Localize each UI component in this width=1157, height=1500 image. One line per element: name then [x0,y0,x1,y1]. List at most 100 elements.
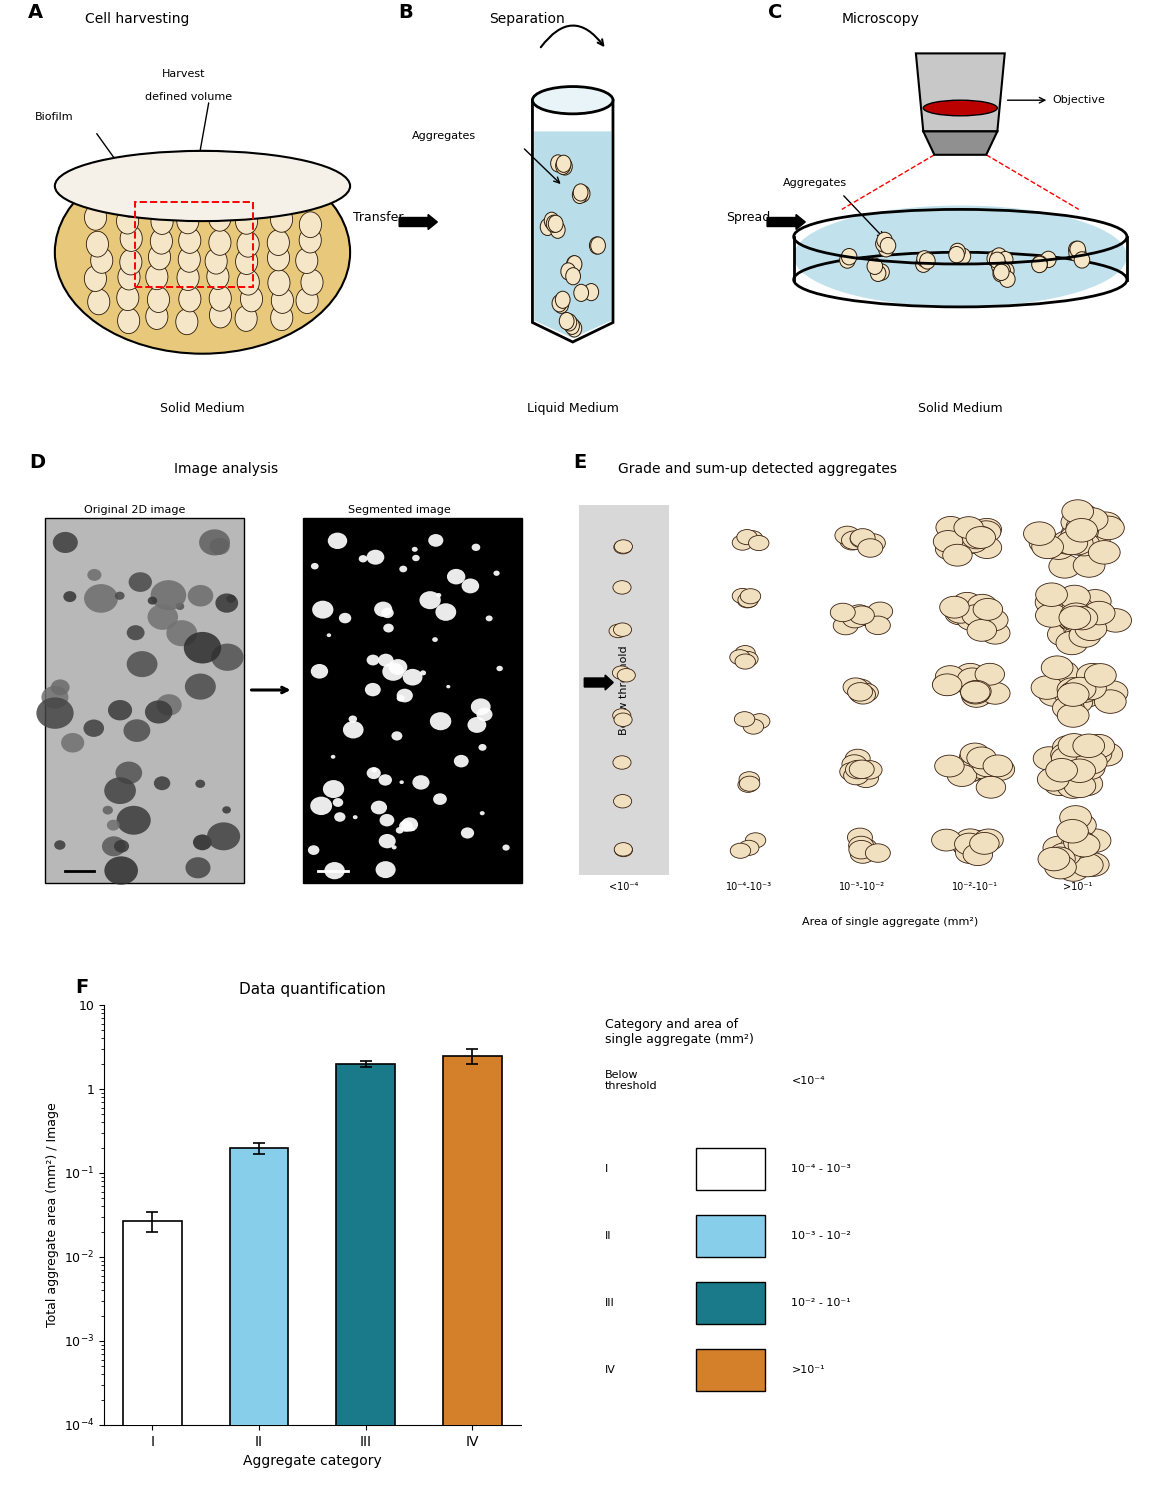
Circle shape [119,192,141,217]
Circle shape [1057,682,1089,706]
Circle shape [934,531,963,552]
Circle shape [391,732,403,741]
Bar [695,1148,765,1190]
Circle shape [1073,734,1105,758]
Circle shape [994,264,1009,280]
Circle shape [1063,678,1095,702]
Circle shape [952,592,982,613]
Circle shape [965,672,994,693]
Circle shape [1096,681,1128,705]
Circle shape [64,591,76,602]
Circle shape [952,834,982,856]
Text: Liquid Medium: Liquid Medium [526,402,619,416]
Bar [695,1350,765,1392]
Circle shape [104,856,138,885]
Circle shape [936,516,965,538]
Circle shape [271,304,293,330]
Circle shape [591,237,605,254]
Circle shape [378,774,392,786]
Circle shape [850,530,875,548]
Circle shape [433,638,437,642]
Circle shape [544,211,559,230]
Text: Harvest: Harvest [162,69,206,80]
Circle shape [187,585,213,606]
Circle shape [850,844,875,864]
Circle shape [740,588,760,604]
Circle shape [36,698,74,729]
Circle shape [403,669,422,686]
Circle shape [558,158,573,176]
Text: Separation: Separation [488,12,565,26]
Polygon shape [535,132,611,338]
Circle shape [1036,591,1067,613]
Circle shape [236,249,258,274]
Circle shape [1051,752,1083,774]
Circle shape [956,760,985,782]
Circle shape [750,714,769,729]
Text: 10⁻⁴ - 10⁻³: 10⁻⁴ - 10⁻³ [791,1164,852,1174]
Circle shape [849,840,874,860]
Circle shape [738,651,758,666]
Circle shape [854,684,878,702]
Circle shape [308,844,319,855]
Circle shape [979,609,1008,631]
Circle shape [334,812,346,822]
Circle shape [574,285,589,302]
Circle shape [992,248,1007,264]
Circle shape [1049,844,1081,867]
Circle shape [236,209,258,234]
Text: Solid Medium: Solid Medium [160,402,245,416]
Circle shape [435,603,456,621]
Circle shape [167,620,197,646]
Circle shape [1064,774,1096,798]
Circle shape [176,190,198,217]
Circle shape [965,682,995,705]
Circle shape [150,580,186,610]
Circle shape [613,622,632,636]
Circle shape [1047,622,1079,646]
Circle shape [1069,244,1084,261]
Circle shape [1067,520,1098,543]
Circle shape [1062,500,1093,523]
Text: Image analysis: Image analysis [174,462,278,476]
Circle shape [1036,584,1068,606]
Circle shape [496,666,503,670]
Circle shape [1076,509,1108,531]
Bar [695,1282,765,1324]
Circle shape [567,256,581,273]
Circle shape [359,555,368,562]
Circle shape [878,240,894,256]
Circle shape [300,226,322,254]
Circle shape [1056,531,1088,555]
Circle shape [573,186,587,204]
Circle shape [849,760,875,778]
Circle shape [1069,758,1100,782]
Circle shape [1074,252,1090,268]
Circle shape [960,682,990,703]
Circle shape [383,624,393,633]
Circle shape [1077,853,1110,876]
Text: F: F [75,978,88,998]
Circle shape [960,681,990,703]
Circle shape [378,654,393,668]
Circle shape [575,184,590,202]
Circle shape [739,776,760,792]
Text: B: B [398,3,413,22]
Circle shape [843,678,868,696]
Text: Spread: Spread [727,211,771,223]
Circle shape [1061,608,1092,631]
Circle shape [840,531,864,550]
Circle shape [848,682,872,700]
Circle shape [1074,756,1105,780]
Circle shape [1063,606,1096,630]
Circle shape [116,762,142,784]
Text: defined volume: defined volume [146,92,233,102]
Text: 10⁻²-10⁻¹: 10⁻²-10⁻¹ [952,882,998,891]
Circle shape [428,534,443,548]
Circle shape [1075,616,1107,640]
Circle shape [1063,831,1096,854]
Circle shape [957,531,987,554]
Circle shape [1063,759,1096,783]
Circle shape [948,765,977,786]
Circle shape [967,747,996,770]
